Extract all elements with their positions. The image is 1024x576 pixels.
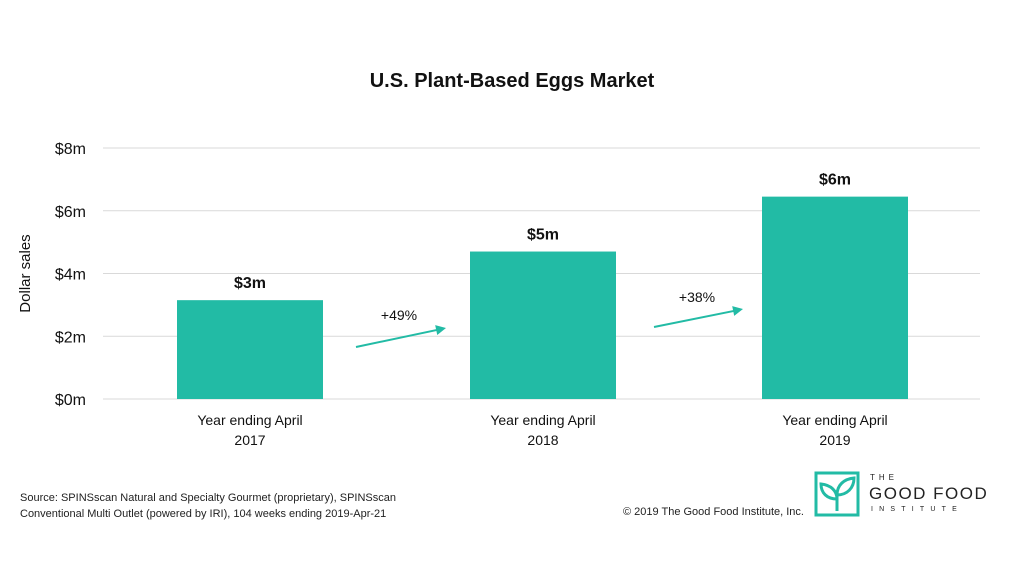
- x-tick-label: Year ending April: [197, 412, 302, 428]
- x-tick-label: 2017: [234, 432, 265, 448]
- bar: [470, 251, 616, 399]
- bar: [762, 196, 908, 399]
- y-tick-label: $4m: [55, 267, 86, 284]
- growth-arrows: +49% +38%: [355, 289, 743, 348]
- y-tick-label: $2m: [55, 329, 86, 346]
- growth-label: +49%: [381, 307, 417, 323]
- data-label: $5m: [527, 227, 559, 244]
- data-label: $3m: [234, 275, 266, 292]
- source-line-1: Source: SPINSscan Natural and Specialty …: [20, 492, 396, 504]
- bar-chart: $0m $2m $4m $6m $8m Dollar sales $3m $5m $6m +…: [17, 141, 980, 448]
- x-tick-label: 2019: [819, 432, 850, 448]
- growth-arrow: [653, 309, 738, 328]
- source-note: Source: SPINSscan Natural and Specialty …: [20, 490, 460, 522]
- x-tick-label: Year ending April: [782, 412, 887, 428]
- copyright-notice: © 2019 The Good Food Institute, Inc.: [623, 506, 804, 518]
- data-label: $6m: [819, 172, 851, 189]
- growth-arrow-head: [732, 306, 743, 316]
- good-food-institute-logo: THE GOOD FOOD INSTITUTE: [814, 471, 994, 523]
- growth-arrow: [355, 328, 441, 348]
- x-tick-label: Year ending April: [490, 412, 595, 428]
- y-axis-ticks: $0m $2m $4m $6m $8m: [55, 141, 86, 409]
- growth-label: +38%: [679, 289, 715, 305]
- y-axis-label: Dollar sales: [17, 234, 34, 312]
- bar: [177, 300, 323, 399]
- bars: [177, 196, 908, 399]
- x-tick-label: 2018: [527, 432, 558, 448]
- source-line-2: Conventional Multi Outlet (powered by IR…: [20, 508, 387, 520]
- y-tick-label: $8m: [55, 141, 86, 158]
- logo-name: GOOD FOOD: [869, 484, 989, 503]
- data-labels: $3m $5m $6m: [234, 172, 851, 293]
- x-axis-ticks: Year ending April 2017 Year ending April 20…: [197, 412, 887, 448]
- growth-arrow-head: [435, 325, 446, 335]
- leaf-logo-icon: [814, 471, 860, 517]
- logo-institute: INSTITUTE: [871, 506, 963, 513]
- y-tick-label: $6m: [55, 204, 86, 221]
- chart-title: U.S. Plant-Based Eggs Market: [369, 70, 655, 92]
- logo-the: THE: [870, 473, 898, 482]
- y-tick-label: $0m: [55, 392, 86, 409]
